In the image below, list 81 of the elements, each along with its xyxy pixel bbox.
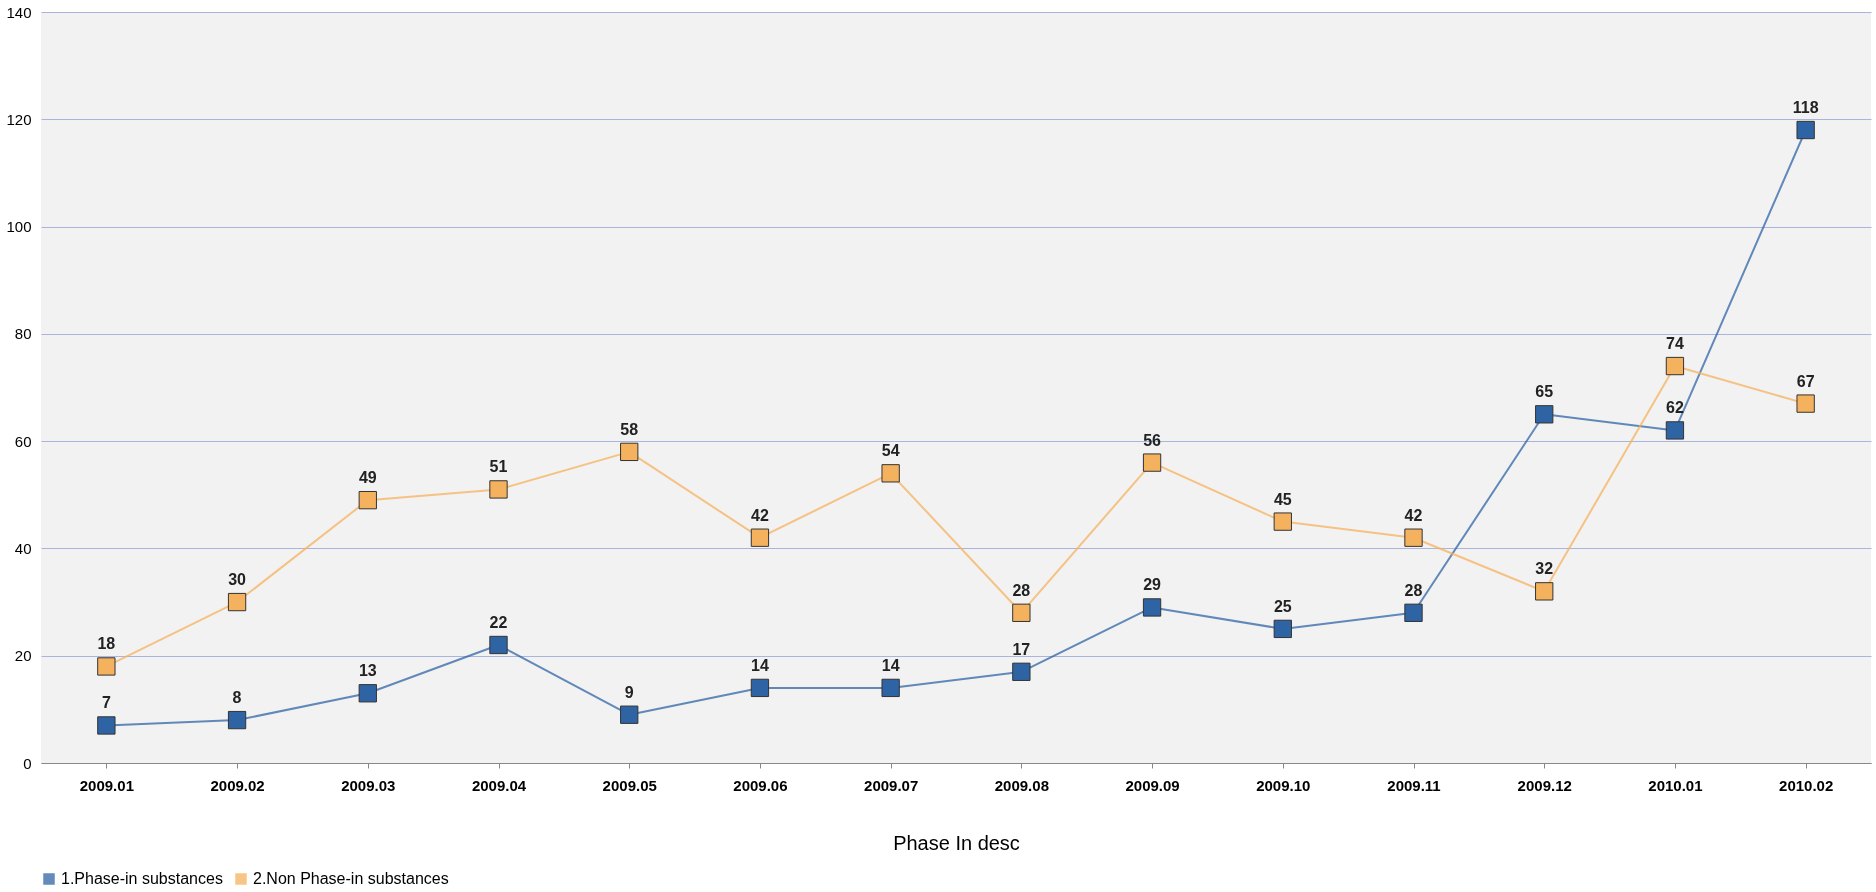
legend-label: 2.Non Phase-in substances [253, 870, 449, 887]
x-tick-label: 2010.02 [1779, 776, 1834, 794]
point [1404, 528, 1423, 547]
x-tick-label: 2009.07 [864, 776, 919, 794]
point [1142, 598, 1162, 617]
point [620, 705, 639, 724]
point [1142, 453, 1162, 472]
x-tick-label: 2009.02 [210, 776, 265, 794]
data-label: 25 [1273, 597, 1292, 615]
y-tick-label: 120 [6, 110, 32, 128]
data-label: 28 [1404, 581, 1423, 599]
data-label: 65 [1535, 383, 1554, 401]
x-tick-label: 2010.01 [1648, 776, 1703, 794]
data-label: 58 [620, 420, 639, 438]
point [489, 635, 508, 655]
legend-label: 1.Phase-in substances [61, 870, 223, 887]
point [1665, 421, 1685, 440]
x-tick-label: 2009.09 [1125, 776, 1180, 794]
point [1535, 582, 1554, 601]
y-tick-label: 100 [6, 218, 32, 236]
x-tick-label: 2009.10 [1256, 776, 1311, 794]
x-tick-label: 2009.03 [341, 776, 396, 794]
point [358, 684, 377, 703]
x-tick-label: 2009.06 [733, 776, 788, 794]
x-tick-label: 2009.01 [79, 776, 134, 794]
point [1012, 662, 1031, 681]
point [97, 716, 116, 735]
data-label: 14 [751, 656, 769, 674]
data-label: 62 [1666, 399, 1684, 417]
point [881, 464, 900, 483]
data-label: 28 [1012, 581, 1031, 599]
data-label: 18 [97, 635, 116, 653]
data-label: 30 [228, 571, 247, 589]
data-label: 74 [1666, 335, 1684, 353]
point [1535, 405, 1554, 424]
data-label: 51 [489, 458, 508, 476]
point [227, 710, 247, 730]
point [489, 480, 508, 499]
y-tick-label: 140 [6, 3, 32, 21]
y-tick-label: 20 [14, 647, 32, 665]
data-label: 29 [1143, 576, 1162, 594]
point [881, 678, 900, 698]
y-tick-label: 80 [14, 325, 32, 343]
data-label: 42 [1404, 506, 1423, 524]
point [358, 490, 377, 510]
data-label: 118 [1792, 99, 1819, 117]
data-label: 32 [1535, 560, 1554, 578]
point [97, 657, 116, 676]
data-label: 8 [232, 689, 242, 707]
point [1404, 603, 1423, 622]
x-tick-label: 2009.08 [994, 776, 1049, 794]
data-label: 14 [881, 656, 900, 674]
x-tick-label: 2009.05 [602, 776, 657, 794]
y-tick-label: 0 [23, 754, 32, 772]
y-tick-label: 40 [14, 539, 32, 557]
point [620, 442, 639, 462]
data-label: 17 [1012, 640, 1031, 658]
point [1796, 120, 1815, 140]
x-tick-label: 2009.12 [1517, 776, 1572, 794]
point [1273, 619, 1292, 639]
data-label: 67 [1796, 372, 1815, 390]
x-axis-title: Phase In desc [893, 831, 1020, 854]
x-tick-label: 2009.04 [471, 776, 527, 794]
x-tick-label: 2009.11 [1387, 776, 1441, 794]
data-label: 45 [1273, 490, 1292, 508]
data-label: 13 [358, 662, 377, 680]
point [227, 592, 247, 612]
point [1665, 356, 1685, 376]
data-label: 22 [489, 613, 508, 631]
data-label: 56 [1143, 431, 1162, 449]
y-tick-label: 60 [14, 432, 32, 450]
data-label: 9 [624, 683, 634, 701]
point [750, 528, 770, 547]
data-label: 54 [881, 442, 900, 460]
point [1012, 603, 1031, 622]
point [750, 678, 770, 698]
data-label: 7 [101, 694, 111, 712]
data-label: 49 [358, 469, 377, 487]
data-label: 42 [751, 506, 769, 524]
point [1796, 394, 1815, 413]
point [1273, 512, 1292, 531]
